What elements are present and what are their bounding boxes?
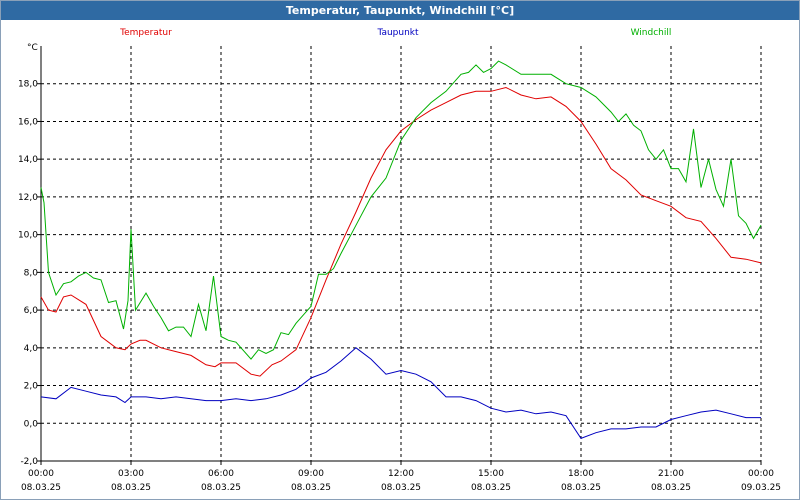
y-tick-label: -2,0 [20, 457, 38, 467]
y-axis-unit: °C [27, 43, 38, 53]
y-tick-label: 10,0 [18, 231, 38, 241]
x-tick-date: 08.03.25 [201, 483, 241, 493]
y-tick-labels: -2,0 0,0 2,0 4,0 6,0 8,0 10,0 12,0 14,0 16,0 18,0 [18, 80, 38, 467]
x-tick-time: 06:00 [208, 469, 234, 479]
y-tick-label: 8,0 [24, 268, 39, 278]
grid [40, 46, 762, 462]
legend-windchill: Windchill [631, 28, 672, 38]
chart-title: Temperatur, Taupunkt, Windchill [°C] [1, 1, 799, 20]
x-tick-time: 18:00 [568, 469, 594, 479]
x-tick-date: 09.03.25 [741, 483, 781, 493]
y-tick-label: 4,0 [24, 344, 39, 354]
x-tick-time: 00:00 [28, 469, 54, 479]
axes [37, 46, 762, 465]
legend-taupunkt: Taupunkt [376, 28, 419, 38]
x-tick-time: 09:00 [298, 469, 324, 479]
x-tick-date: 08.03.25 [291, 483, 331, 493]
y-tick-label: 16,0 [18, 117, 38, 127]
x-tick-date: 08.03.25 [111, 483, 151, 493]
series-taupunkt [40, 347, 761, 440]
x-tick-date: 08.03.25 [561, 483, 601, 493]
legend-temperatur: Temperatur [119, 28, 172, 38]
y-tick-label: 6,0 [24, 306, 39, 316]
x-tick-date: 08.03.25 [21, 483, 61, 493]
line-chart: -2,00,02,04,06,08,010,012,014,016,018,0 … [18, 28, 781, 493]
x-tick-date: 08.03.25 [381, 483, 421, 493]
x-tick-time: 21:00 [658, 469, 684, 479]
y-tick-label: 12,0 [18, 193, 38, 203]
y-tick-label: 18,0 [18, 80, 38, 90]
x-tick-time: 15:00 [478, 469, 504, 479]
x-tick-labels: 00:00 08.03.25 03:00 08.03.25 06:00 08.03.25 0… [21, 469, 781, 493]
x-tick-time: 12:00 [388, 469, 414, 479]
x-tick-date: 08.03.25 [471, 483, 511, 493]
series-lines [40, 60, 762, 440]
x-tick-time: 00:00 [748, 469, 774, 479]
series-temperatur [40, 86, 762, 377]
series-windchill [40, 60, 762, 360]
x-tick-date: 08.03.25 [651, 483, 691, 493]
y-tick-label: 2,0 [24, 382, 39, 392]
y-tick-label: 14,0 [18, 155, 38, 165]
x-tick-time: 03:00 [118, 469, 144, 479]
y-tick-label: 0,0 [24, 419, 39, 429]
legend: Temperatur Taupunkt Windchill [119, 28, 671, 38]
